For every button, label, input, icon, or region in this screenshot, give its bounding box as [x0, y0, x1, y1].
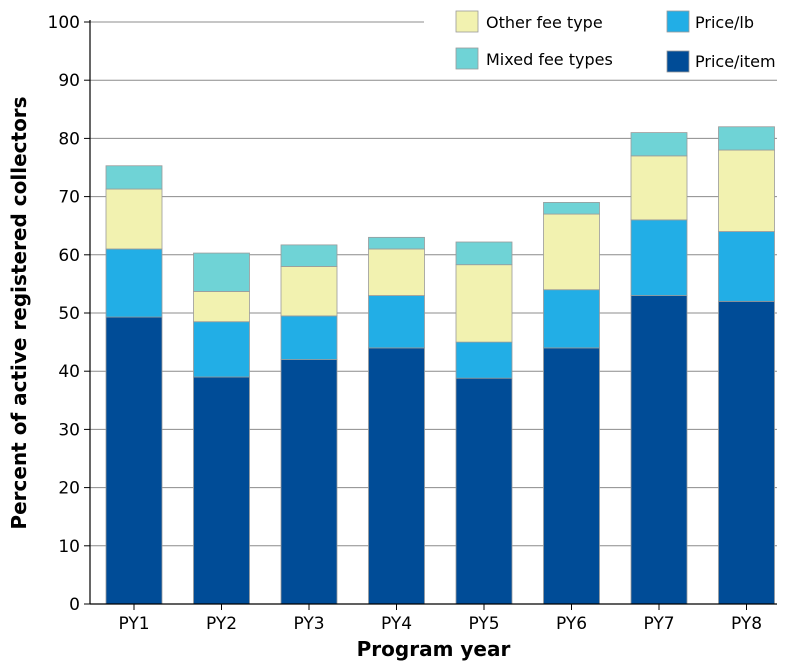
bar-segment	[368, 295, 425, 349]
legend-swatch	[455, 10, 479, 33]
x-tick-label: PY5	[468, 614, 499, 634]
bar-segment	[280, 266, 338, 317]
bar-segment	[455, 241, 513, 266]
bar-segment	[105, 165, 163, 190]
x-tick-label: PY3	[293, 614, 324, 634]
bar-segment	[718, 126, 775, 151]
bars	[105, 126, 775, 605]
x-axis-title: Program year	[357, 637, 511, 661]
bar-segment	[543, 213, 600, 291]
bar-segment	[543, 347, 600, 605]
bar-segment	[280, 244, 338, 267]
bar-segment	[280, 315, 338, 360]
y-tick-label: 80	[58, 129, 80, 149]
bar-segment	[193, 376, 250, 605]
y-tick-label: 20	[58, 479, 80, 499]
bar-segment	[543, 289, 600, 349]
y-tick-label: 40	[58, 362, 80, 382]
x-tick-label: PY7	[643, 614, 674, 634]
bar-segment	[193, 321, 250, 378]
bar-segment	[368, 248, 425, 296]
legend-swatch	[666, 50, 690, 73]
x-tick-label: PY6	[556, 614, 587, 634]
bar-segment	[193, 291, 250, 323]
x-tick-label: PY1	[118, 614, 149, 634]
legend-label: Price/lb	[695, 13, 754, 32]
bar-segment	[630, 132, 688, 157]
bar-segment	[630, 155, 688, 221]
bar-segment	[455, 264, 513, 343]
legend-label: Price/item	[695, 52, 776, 71]
x-tick-label: PY4	[381, 614, 412, 634]
x-tick-label: PY2	[206, 614, 237, 634]
bar-segment	[630, 219, 688, 296]
y-tick-label: 100	[48, 13, 80, 33]
x-tick-label: PY8	[731, 614, 762, 634]
y-tick-label: 60	[58, 246, 80, 266]
bar-segment	[718, 231, 775, 302]
legend-swatch	[666, 10, 690, 33]
bar-segment	[543, 202, 600, 215]
bar-segment	[105, 188, 163, 250]
y-tick-label: 10	[58, 537, 80, 557]
bar-segment	[718, 300, 775, 605]
legend-label: Mixed fee types	[486, 50, 613, 69]
y-tick-label: 0	[69, 595, 80, 615]
legend-background	[424, 2, 795, 74]
bar-segment	[105, 248, 163, 318]
bar-segment	[368, 347, 425, 605]
axes: 0 10 20 30 40 50 60 70 80 90 100 PY1 PY2 PY3 PY4 PY5 PY6…	[48, 13, 777, 634]
bar-segment	[718, 149, 775, 232]
y-tick-label: 70	[58, 188, 80, 208]
bar-segment	[280, 359, 338, 605]
legend-label: Other fee type	[486, 13, 603, 32]
bar-segment	[455, 377, 513, 605]
legend: Price/item Price/lb Other fee type Mixed fe…	[424, 2, 795, 74]
y-axis-title: Percent of active registered collectors	[7, 96, 31, 529]
y-tick-label: 50	[58, 304, 80, 324]
y-tick-label: 90	[58, 71, 80, 91]
y-tick-label: 30	[58, 420, 80, 440]
bar-segment	[105, 316, 163, 605]
bar-segment	[193, 252, 250, 292]
bar-segment	[455, 341, 513, 379]
bar-segment	[630, 295, 688, 605]
bar-segment	[368, 236, 425, 250]
legend-swatch	[455, 47, 479, 70]
